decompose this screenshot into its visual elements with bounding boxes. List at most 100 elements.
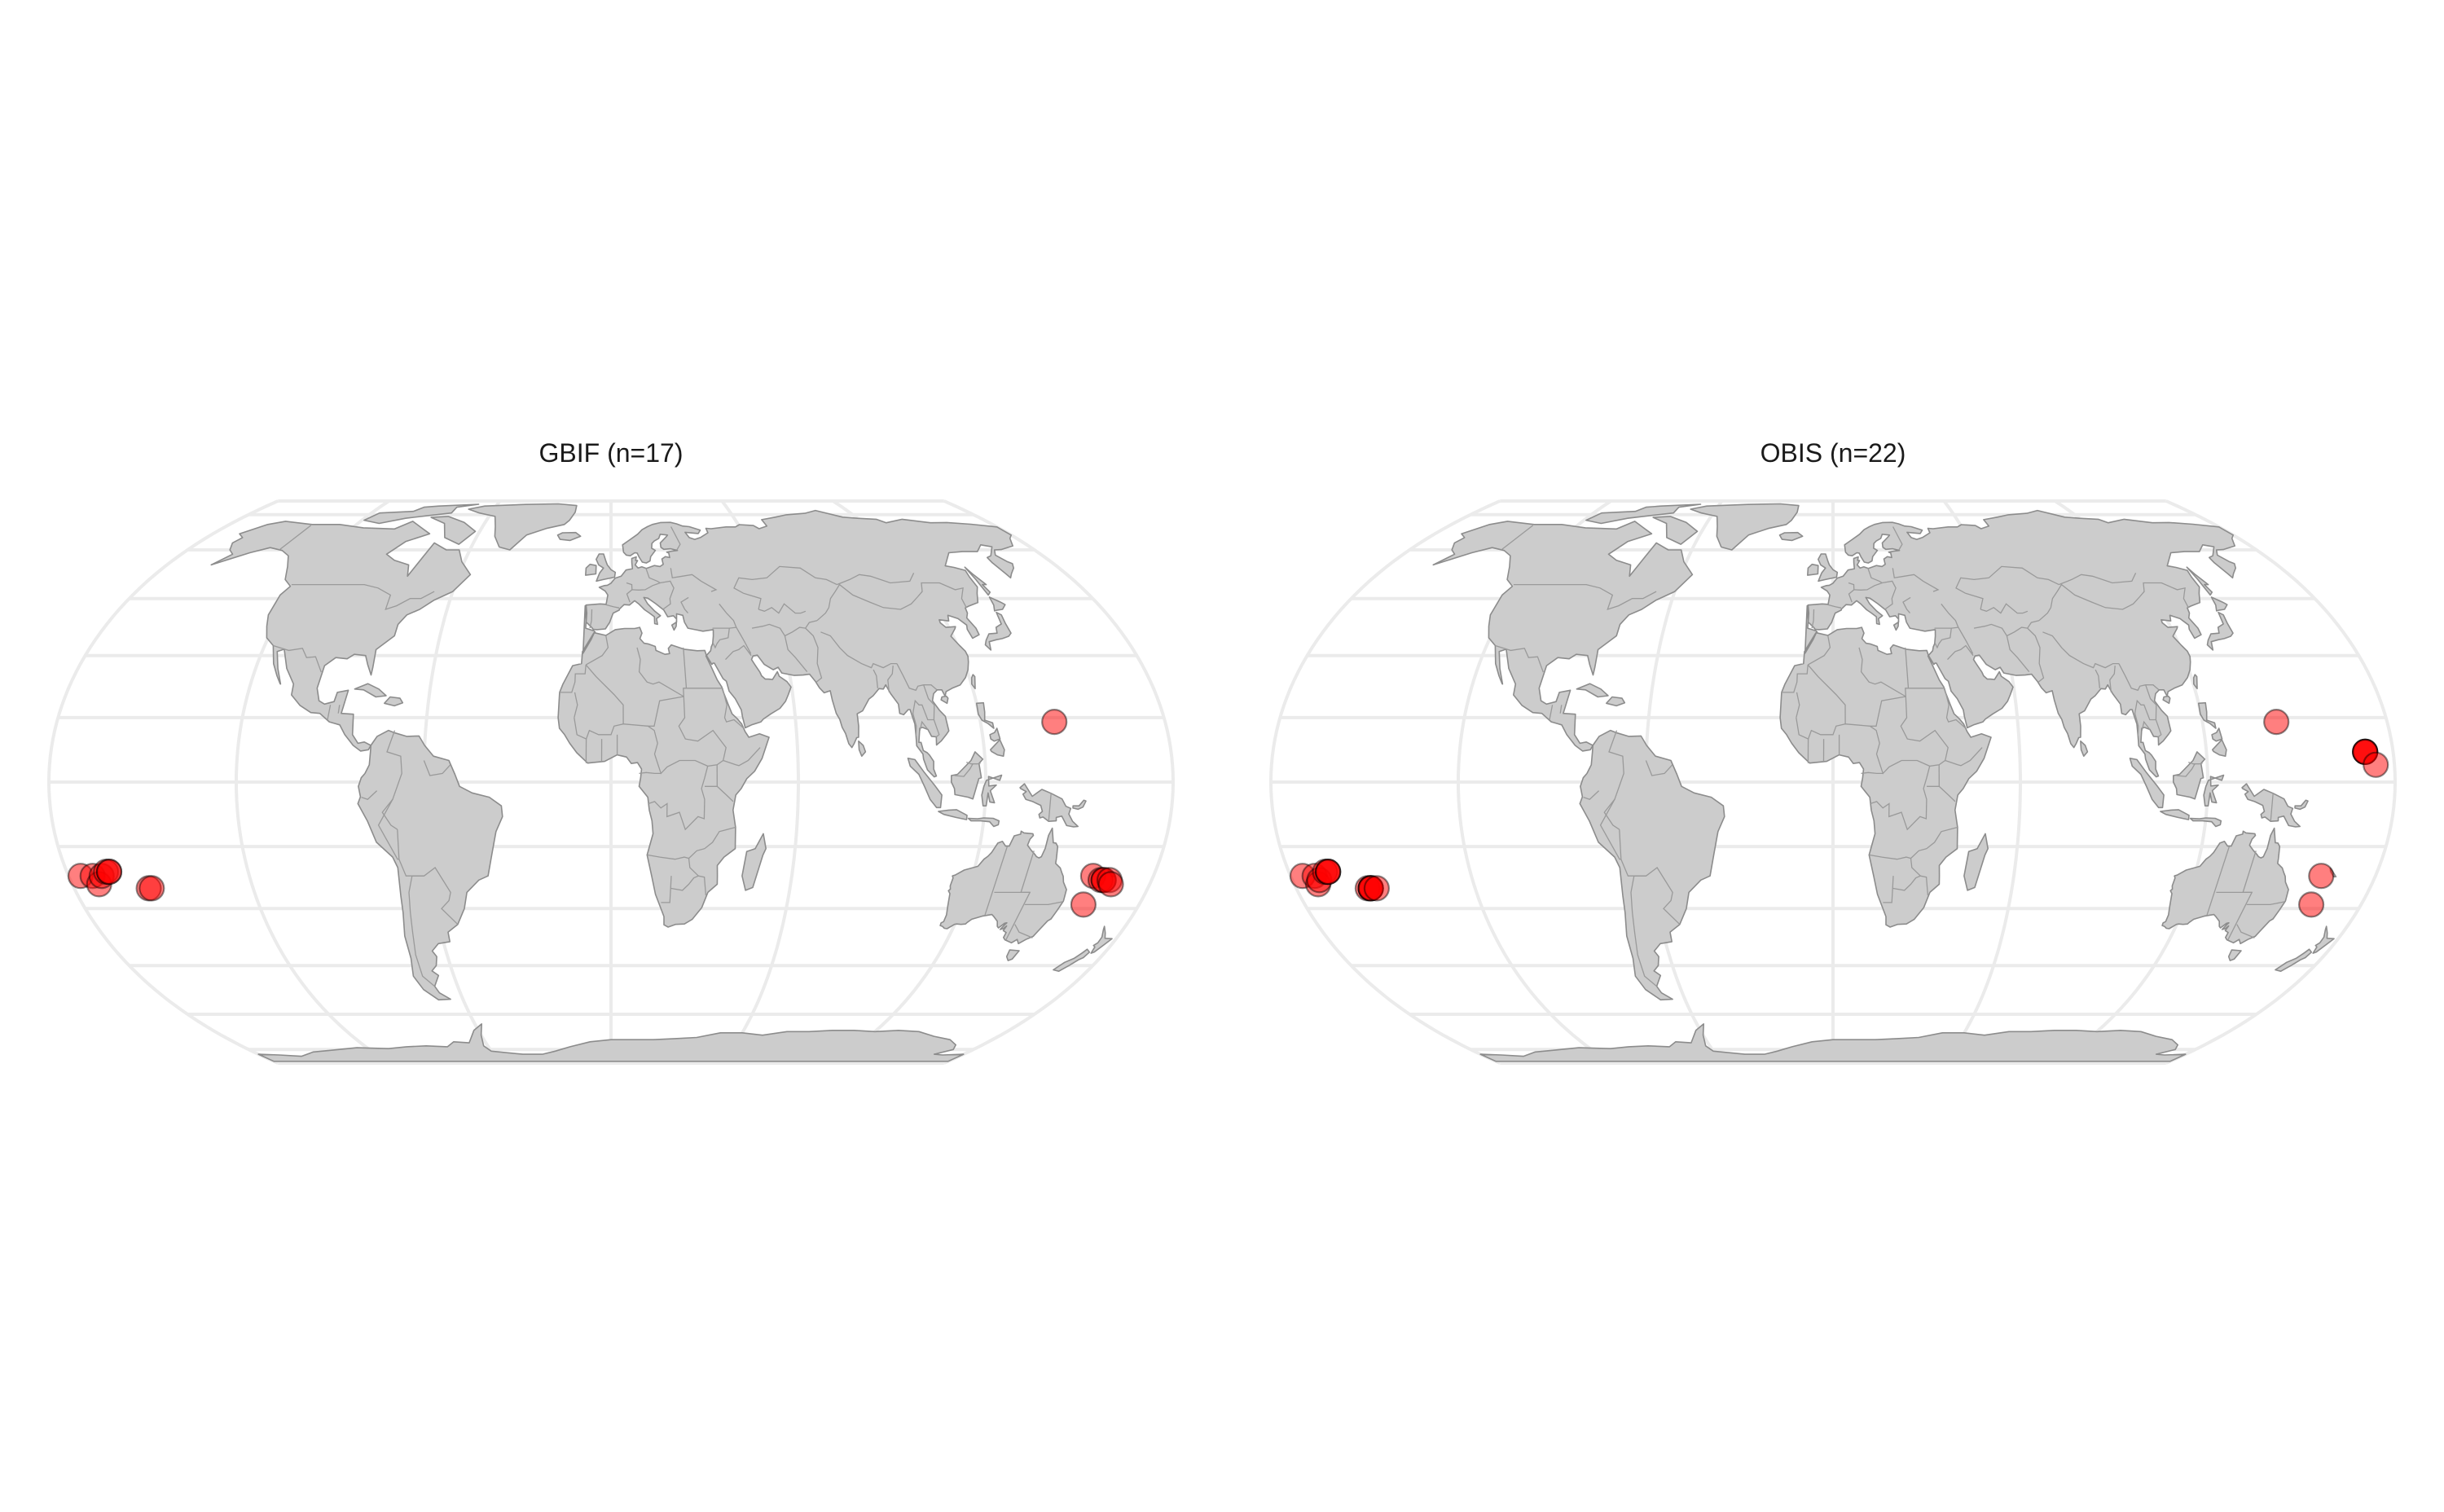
country-border [683,647,723,689]
land-luzon [975,701,995,729]
country-border [678,696,727,761]
country-border [1905,647,1945,689]
country-border [1947,644,1974,661]
land-greenland [468,503,578,551]
country-border [1549,705,1554,720]
land-lesser-sunda [967,817,1000,828]
land-south-america [1579,729,1725,1001]
country-border [327,705,332,720]
land-australia [939,827,1067,945]
country-border [1807,635,1831,666]
country-border [816,582,967,622]
country-border [1892,526,1903,551]
country-border [1892,568,1940,592]
land-hispaniola [384,696,404,707]
landmasses [210,503,1115,1062]
map-title-obis: OBIS (n=22) [1760,438,1906,468]
map-panel-gbif: GBIF (n=17) [46,438,1176,1065]
country-border [1807,664,1846,724]
country-border [923,684,935,720]
country-border [1024,901,1063,906]
map-panel-obis: OBIS (n=22) [1222,0,2444,1512]
country-border [631,580,675,610]
landmasses [1432,503,2337,1062]
country-border [377,798,399,860]
land-new-britain [2294,799,2309,811]
country-border [279,525,312,551]
country-border [680,596,689,614]
country-border [2109,666,2116,692]
country-border [705,785,734,802]
land-antarctica [1479,1023,2187,1062]
graticule-meridian [46,499,279,1065]
world-map-obis [1268,499,2398,1065]
land-hokkaido [988,596,1006,612]
land-sakhalin [2186,566,2213,596]
land-mindanao [990,739,1005,757]
country-border [589,609,593,629]
land-eurasia-africa [557,509,1014,928]
land-iceland [1778,531,1804,542]
land-java [938,809,968,820]
country-border [1867,568,1883,584]
land-iceland [556,531,582,542]
country-border [647,826,736,860]
country-border [2059,573,2137,586]
land-sumatra [907,758,943,809]
country-border [887,666,894,692]
country-border [661,876,672,903]
country-border [1883,876,1894,903]
country-border [423,760,451,776]
occurrence-point [2263,709,2290,736]
country-border [2145,684,2157,720]
land-nz-south [1053,948,1091,972]
country-border [1495,644,1544,673]
graticule-meridian [1268,499,1501,1065]
land-hispaniola [1606,696,1626,707]
land-north-america [1432,521,1694,752]
land-taiwan [970,674,976,690]
country-border [648,696,684,727]
country-border [1630,875,1658,987]
country-border [574,717,761,775]
land-sulawesi [2203,774,2225,807]
country-border [648,766,709,831]
land-luzon [2197,701,2217,729]
occurrence-points [1289,709,2389,918]
country-border [1645,760,1673,776]
country-border [1619,829,1681,925]
country-border [1796,692,1800,719]
land-nz-south [2275,948,2313,972]
country-border [966,761,981,765]
country-border [722,688,745,729]
country-border [381,730,402,830]
land-tasmania [2227,949,2242,961]
country-border [273,644,322,673]
country-border [1603,730,1624,830]
land-sri-lanka [858,740,867,757]
country-border [912,699,940,738]
land-visayas [2211,727,2223,742]
country-border [1583,790,1600,800]
country-border [725,644,752,661]
land-madagascar [1963,833,1989,891]
land-eurasia-africa [1779,509,2236,928]
country-border [1513,583,1657,611]
world-map-gbif [46,499,1176,1065]
land-cuba [1576,683,1609,698]
land-sakhalin [964,566,991,596]
country-border [585,635,609,666]
country-border [361,790,378,800]
country-border [1958,626,1974,654]
country-border [670,568,718,592]
land-north-america [210,521,472,752]
occurrence-point [138,875,165,902]
country-border [896,663,938,692]
land-cuba [354,683,387,698]
land-ireland [585,563,597,576]
land-taiwan [2192,674,2198,690]
occurrence-point [1363,875,1390,902]
country-border [1796,717,1983,775]
country-border [1980,603,2029,614]
country-border [1944,688,1967,729]
